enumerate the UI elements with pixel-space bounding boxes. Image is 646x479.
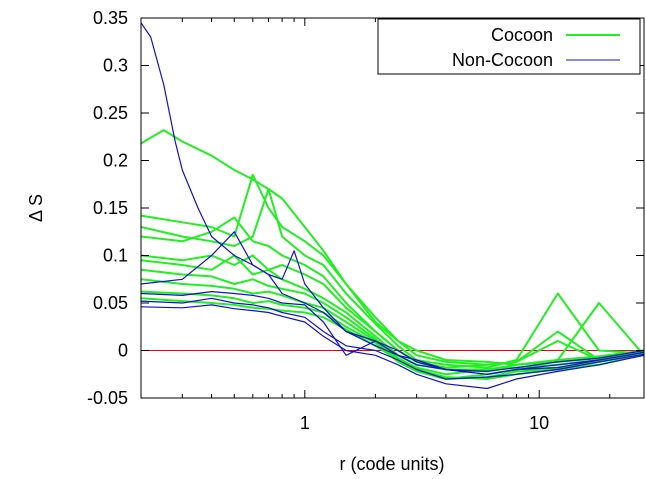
y-tick-label: -0.05	[87, 388, 128, 408]
x-axis-title: r (code units)	[339, 454, 444, 474]
non-cocoon-curve-3	[140, 291, 645, 375]
legend-label-cocoon: Cocoon	[491, 25, 553, 45]
cocoon-curve-5	[140, 254, 645, 369]
legend: Cocoon Non-Cocoon	[377, 18, 641, 75]
non-cocoon-curve-4	[140, 297, 645, 380]
y-tick-label: 0.15	[93, 198, 128, 218]
x-tick-label: 1	[300, 413, 310, 433]
y-tick-label: 0.3	[103, 56, 128, 76]
axis-tick-labels: -0.05 0 0.05 0.1 0.15 0.2 0.25 0.3 0.35 1 10	[87, 8, 549, 433]
y-tick-label: 0.25	[93, 103, 128, 123]
y-tick-label: 0	[118, 341, 128, 361]
y-tick-label: 0.1	[103, 246, 128, 266]
cocoon-curve-3	[140, 188, 645, 369]
y-tick-label: 0.05	[93, 293, 128, 313]
x-tick-label: 10	[529, 413, 549, 433]
y-tick-label: 0.2	[103, 151, 128, 171]
y-axis-title: Δ S	[26, 194, 46, 222]
plot-lines	[140, 22, 645, 390]
y-tick-label: 0.35	[93, 8, 128, 28]
legend-box	[377, 18, 641, 75]
non-cocoon-curve-2	[140, 231, 645, 372]
non-cocoon-curve-5	[140, 304, 645, 390]
legend-label-non-cocoon: Non-Cocoon	[452, 50, 553, 70]
cocoon-curve-9	[140, 290, 645, 380]
cocoon-curve-1	[140, 129, 645, 366]
